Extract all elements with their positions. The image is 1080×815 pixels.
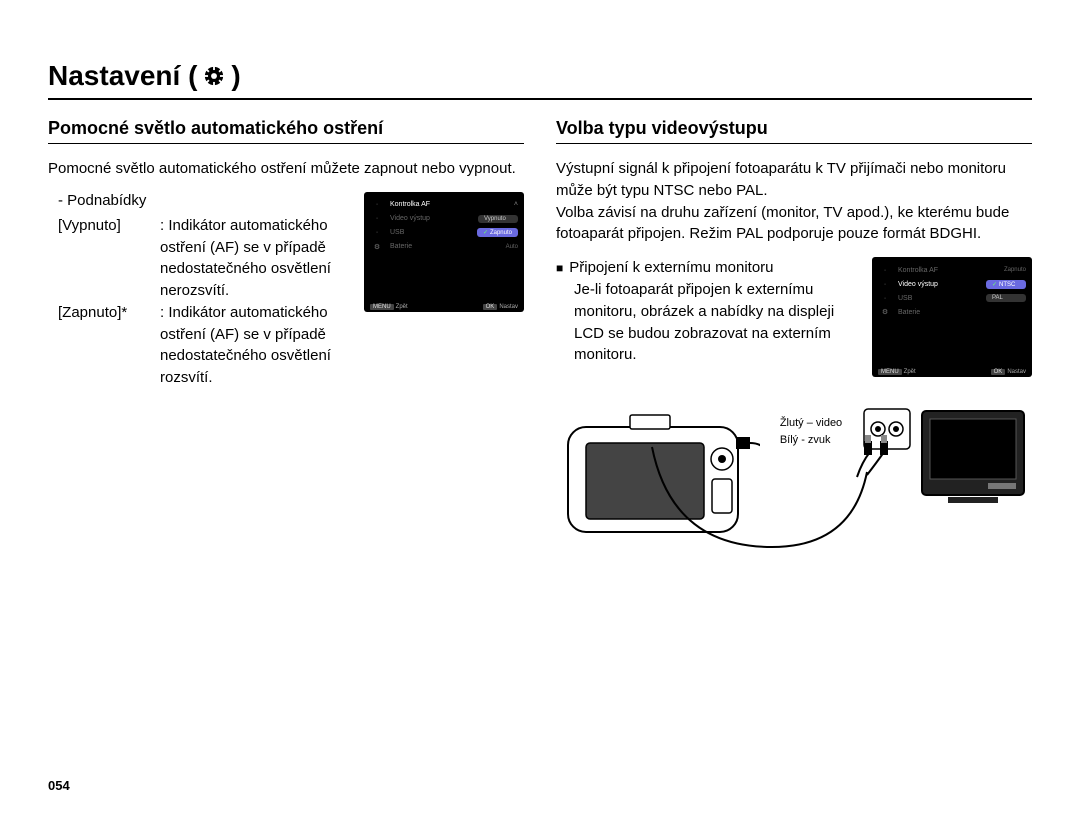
right-intro: Výstupní signál k připojení fotoaparátu … bbox=[556, 158, 1032, 245]
right-heading: Volba typu videovýstupu bbox=[556, 118, 1032, 144]
monitor-illustration bbox=[918, 407, 1028, 507]
page-title: Nastavení ( ) bbox=[48, 60, 1032, 100]
bullet-icon: · bbox=[370, 229, 384, 236]
option-desc: : Indikátor automatického ostření (AF) s… bbox=[156, 215, 352, 302]
option-row: [Zapnuto]* : Indikátor automatického ost… bbox=[58, 302, 352, 389]
lcd-item: Video výstup bbox=[896, 281, 982, 288]
bullet-icon: · bbox=[370, 215, 384, 222]
connection-diagram: Žlutý – video Bílý - zvuk bbox=[556, 407, 1032, 547]
bullet-icon: · bbox=[878, 267, 892, 274]
page-number: 054 bbox=[48, 778, 70, 793]
bullet-body: Je-li fotoaparát připojen k externímu mo… bbox=[556, 279, 860, 366]
lcd-item: Baterie bbox=[896, 309, 1026, 316]
lcd-screenshot-video: · Kontrolka AF Zapnuto · Video výstup ✓N… bbox=[872, 257, 1032, 377]
title-suffix: ) bbox=[231, 60, 240, 92]
option-row: [Vypnuto] : Indikátor automatického ostř… bbox=[58, 215, 352, 302]
submenu-label: - Podnabídky bbox=[58, 192, 352, 209]
lcd-pill-selected: ✓Zapnuto bbox=[477, 228, 518, 237]
gear-icon: ⚙ bbox=[370, 243, 384, 251]
lcd-right-dim: Auto bbox=[506, 244, 518, 250]
bullet-title: Připojení k externímu monitoru bbox=[569, 257, 773, 279]
gear-icon bbox=[203, 65, 225, 87]
option-desc: : Indikátor automatického ostření (AF) s… bbox=[156, 302, 352, 389]
av-sockets-illustration bbox=[862, 407, 912, 467]
diagram-labels: Žlutý – video Bílý - zvuk bbox=[780, 407, 842, 448]
label-white: Bílý - zvuk bbox=[780, 432, 842, 449]
bullet-icon: · bbox=[370, 201, 384, 208]
left-intro: Pomocné světlo automatického ostření můž… bbox=[48, 158, 524, 180]
lcd-footer: MENUZpět OKNastav bbox=[370, 304, 518, 310]
lcd-item: USB bbox=[896, 295, 982, 302]
option-label: [Vypnuto] bbox=[58, 215, 156, 302]
lcd-pill: Vypnuto bbox=[478, 215, 518, 223]
option-label: [Zapnuto]* bbox=[58, 302, 156, 389]
lcd-item: Kontrolka AF bbox=[896, 267, 1000, 274]
lcd-item: Baterie bbox=[388, 243, 502, 250]
left-heading: Pomocné světlo automatického ostření bbox=[48, 118, 524, 144]
bullet-icon: · bbox=[878, 281, 892, 288]
lcd-screenshot-af: · Kontrolka AF ˄ · Video výstup Vypnuto … bbox=[364, 192, 524, 312]
bullet-icon: · bbox=[878, 295, 892, 302]
gear-icon: ⚙ bbox=[878, 308, 892, 316]
lcd-right-value: Zapnuto bbox=[1004, 267, 1026, 273]
lcd-footer: MENUZpět OKNastav bbox=[878, 369, 1026, 375]
right-column: Volba typu videovýstupu Výstupní signál … bbox=[556, 118, 1032, 547]
lcd-item: Kontrolka AF bbox=[388, 201, 510, 208]
square-bullet-icon: ■ bbox=[556, 257, 563, 279]
lcd-item: Video výstup bbox=[388, 215, 474, 222]
title-prefix: Nastavení ( bbox=[48, 60, 197, 92]
camera-illustration bbox=[560, 407, 760, 547]
lcd-item: USB bbox=[388, 229, 473, 236]
chevron-up-icon: ˄ bbox=[514, 201, 518, 208]
label-yellow: Žlutý – video bbox=[780, 415, 842, 432]
lcd-pill-selected: ✓NTSC bbox=[986, 280, 1026, 289]
lcd-pill: PAL bbox=[986, 294, 1026, 302]
left-column: Pomocné světlo automatického ostření Pom… bbox=[48, 118, 524, 547]
